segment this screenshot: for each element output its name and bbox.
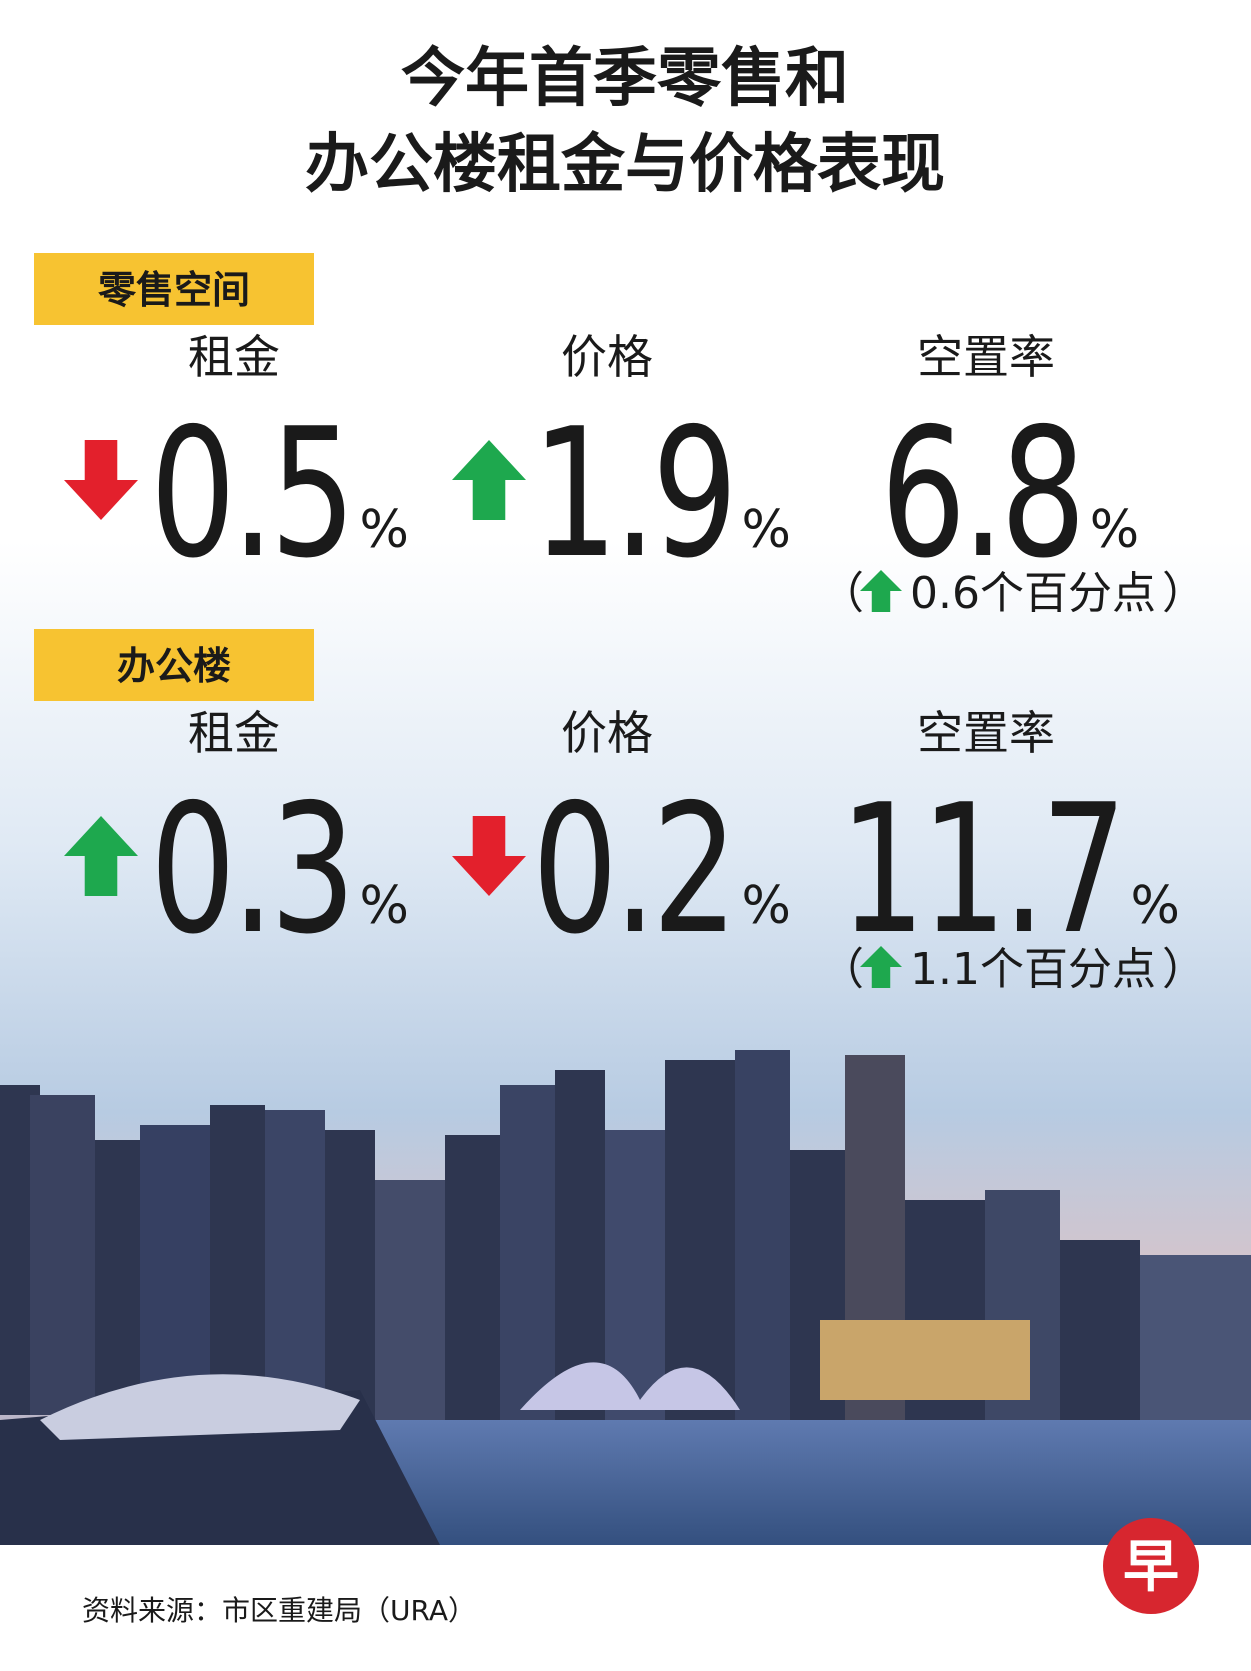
note-text: 0.6个百分点 xyxy=(910,568,1156,619)
metric-value-group: 1.9 xyxy=(532,391,738,598)
metric-unit: % xyxy=(741,500,790,560)
direction-arrow xyxy=(64,440,138,520)
metric-value: 0.2 xyxy=(532,767,733,974)
metric-unit: % xyxy=(359,500,408,560)
direction-arrow xyxy=(452,440,526,520)
section-label-box xyxy=(34,629,314,701)
section-label: 零售空间 xyxy=(98,268,250,312)
metric-value-group: 0.2 xyxy=(532,767,738,974)
metric-label: 价格 xyxy=(561,330,653,384)
metric-unit: % xyxy=(359,876,408,936)
metric-value-group: 6.8 xyxy=(880,391,1086,598)
metric-label: 价格 xyxy=(561,706,653,760)
metric-value: 0.5 xyxy=(150,391,351,598)
metric-label: 租金 xyxy=(188,330,280,384)
metric-value: 0.3 xyxy=(150,767,351,974)
metric-unit: % xyxy=(1130,876,1179,936)
section-label: 办公楼 xyxy=(117,644,231,688)
note-bracket: ） xyxy=(1162,568,1206,619)
title-line: 办公楼租金与价格表现 xyxy=(305,128,945,202)
metric-value-group: 0.3 xyxy=(150,767,356,974)
metric-value-group: 11.7 xyxy=(840,767,1128,974)
skyline xyxy=(0,1050,1251,1545)
metric-label: 空置率 xyxy=(917,330,1055,384)
metric-value-group: 0.5 xyxy=(150,391,356,598)
direction-arrow xyxy=(452,816,526,896)
logo: 早 xyxy=(1123,1535,1179,1600)
metric-unit: % xyxy=(741,876,790,936)
note-arrow xyxy=(860,946,902,988)
note-bracket: ） xyxy=(1162,944,1206,995)
section-label-box xyxy=(34,253,314,325)
note-bracket: （ xyxy=(820,944,864,995)
note-arrow xyxy=(860,570,902,612)
footer-background xyxy=(0,1545,1251,1671)
source-note: 资料来源：市区重建局（URA） xyxy=(82,1594,476,1627)
direction-arrow xyxy=(64,816,138,896)
metric-label: 空置率 xyxy=(917,706,1055,760)
metric-label: 租金 xyxy=(188,706,280,760)
metric-value: 1.9 xyxy=(532,391,733,598)
metric-value: 11.7 xyxy=(840,767,1123,974)
title-line: 今年首季零售和 xyxy=(401,42,849,116)
note-bracket: （ xyxy=(820,568,864,619)
metric-value: 6.8 xyxy=(880,391,1081,598)
metric-unit: % xyxy=(1090,500,1139,560)
note-text: 1.1个百分点 xyxy=(910,944,1156,995)
logo-circle xyxy=(1103,1518,1199,1614)
